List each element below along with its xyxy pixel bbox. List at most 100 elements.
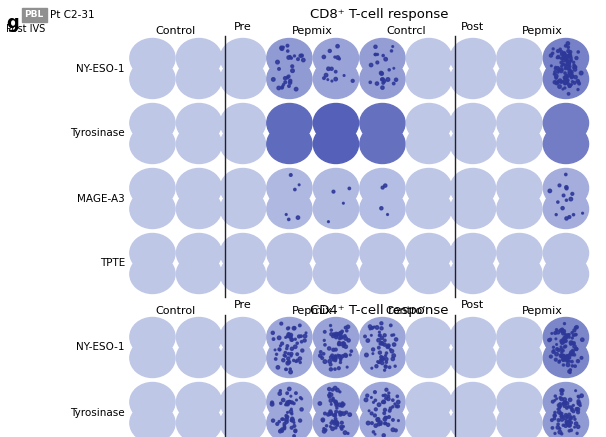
Ellipse shape [570,74,573,77]
Ellipse shape [286,76,288,79]
Ellipse shape [562,359,565,361]
Ellipse shape [338,403,342,406]
Ellipse shape [563,80,566,83]
Ellipse shape [564,64,567,67]
Ellipse shape [379,423,382,425]
Ellipse shape [267,233,312,273]
Ellipse shape [393,67,395,69]
Ellipse shape [286,45,289,47]
Text: TPTE: TPTE [99,259,125,268]
Ellipse shape [376,418,380,421]
Ellipse shape [450,254,496,294]
Ellipse shape [176,169,222,208]
Ellipse shape [560,61,562,64]
Ellipse shape [555,338,557,340]
Ellipse shape [366,339,370,342]
Ellipse shape [271,401,273,404]
Ellipse shape [360,254,405,294]
Ellipse shape [497,233,542,273]
Text: PBL: PBL [24,10,44,19]
Ellipse shape [380,356,382,358]
Ellipse shape [332,348,335,351]
Ellipse shape [571,361,573,363]
Ellipse shape [285,369,287,371]
Ellipse shape [283,354,285,357]
Ellipse shape [556,330,560,334]
Ellipse shape [562,357,565,361]
Ellipse shape [565,173,567,176]
Ellipse shape [572,350,574,353]
Ellipse shape [221,169,265,208]
Ellipse shape [325,425,328,427]
Ellipse shape [557,55,560,59]
Ellipse shape [285,214,287,215]
Ellipse shape [544,169,588,208]
Ellipse shape [574,418,576,420]
Ellipse shape [267,125,312,163]
Ellipse shape [571,337,573,339]
Ellipse shape [376,61,379,64]
Ellipse shape [379,334,381,336]
Ellipse shape [376,53,379,55]
Ellipse shape [497,104,542,142]
Ellipse shape [376,418,379,421]
Ellipse shape [284,355,287,357]
Ellipse shape [566,74,569,77]
Ellipse shape [288,327,290,329]
Ellipse shape [267,169,312,208]
Ellipse shape [384,365,387,368]
Ellipse shape [568,68,571,70]
Ellipse shape [289,336,292,339]
Ellipse shape [573,68,577,71]
Ellipse shape [497,254,542,294]
Ellipse shape [571,192,574,195]
Ellipse shape [130,169,175,208]
Ellipse shape [360,190,405,229]
Ellipse shape [385,397,387,399]
Ellipse shape [278,348,281,350]
Ellipse shape [375,82,379,85]
Ellipse shape [340,426,343,428]
Ellipse shape [336,407,338,409]
Ellipse shape [577,51,579,53]
Ellipse shape [570,59,572,62]
Ellipse shape [568,85,571,87]
Ellipse shape [561,63,563,65]
Ellipse shape [331,335,335,337]
Ellipse shape [341,336,344,339]
Ellipse shape [287,75,290,78]
Ellipse shape [270,402,274,406]
Ellipse shape [221,318,265,357]
Ellipse shape [370,397,372,399]
Ellipse shape [558,430,562,434]
Ellipse shape [347,325,350,329]
Ellipse shape [324,73,328,77]
Ellipse shape [339,332,342,335]
Ellipse shape [380,72,384,75]
Text: Pre: Pre [234,301,251,311]
Ellipse shape [561,207,564,210]
Ellipse shape [293,55,296,57]
Ellipse shape [384,422,387,424]
Ellipse shape [555,82,558,85]
Ellipse shape [553,417,556,420]
Ellipse shape [298,335,301,338]
Ellipse shape [571,409,573,411]
Ellipse shape [293,402,295,405]
Ellipse shape [568,85,571,87]
Ellipse shape [561,328,564,330]
Ellipse shape [384,369,385,371]
Ellipse shape [551,427,554,429]
Ellipse shape [391,334,393,336]
Ellipse shape [558,57,560,59]
Ellipse shape [341,336,342,338]
Ellipse shape [497,169,542,208]
Ellipse shape [377,339,380,342]
Ellipse shape [381,86,384,89]
Ellipse shape [338,367,340,370]
Ellipse shape [344,344,345,346]
Ellipse shape [340,412,343,415]
Ellipse shape [335,422,337,424]
Ellipse shape [573,64,575,66]
Ellipse shape [407,254,451,294]
